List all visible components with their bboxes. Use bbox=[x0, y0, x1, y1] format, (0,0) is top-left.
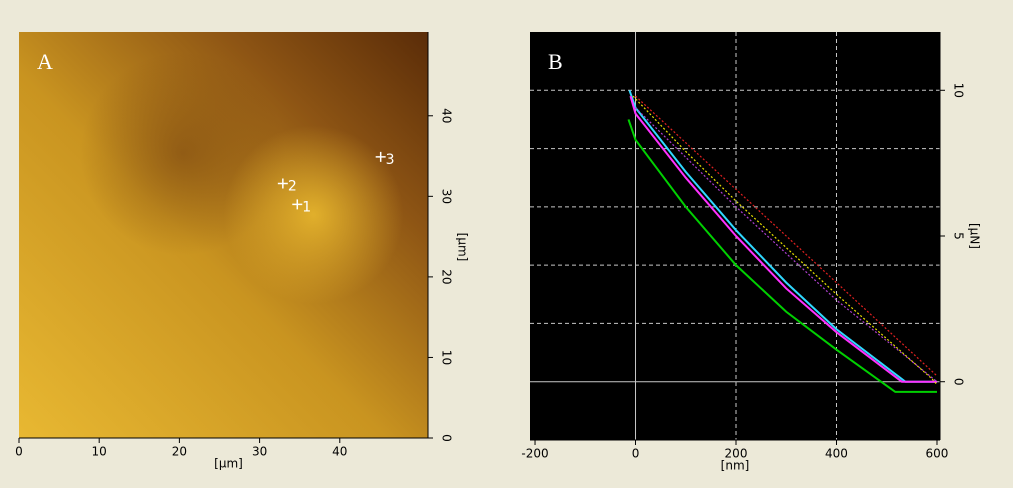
y-axis-label: [µN] bbox=[968, 223, 982, 249]
x-tick-label: 0 bbox=[15, 445, 23, 459]
series-line bbox=[635, 95, 938, 377]
y-tick-label: 5 bbox=[952, 232, 966, 240]
marker-label: 3 bbox=[386, 152, 395, 168]
panel-label: B bbox=[548, 49, 563, 74]
x-tick-label: -200 bbox=[521, 447, 548, 461]
marker-label: 2 bbox=[288, 178, 297, 194]
x-tick-label: 10 bbox=[92, 445, 107, 459]
x-tick-label: 0 bbox=[632, 447, 640, 461]
y-tick-label: 40 bbox=[440, 108, 454, 123]
series-line bbox=[635, 107, 938, 383]
series-line bbox=[632, 95, 938, 386]
afm-highlight bbox=[19, 32, 428, 438]
marker bbox=[277, 178, 288, 189]
series-line bbox=[627, 119, 937, 393]
panel-label: A bbox=[37, 49, 53, 74]
marker bbox=[292, 199, 303, 210]
x-axis-label: [µm] bbox=[214, 457, 243, 471]
y-tick-label: 20 bbox=[440, 269, 454, 284]
y-tick-label: 0 bbox=[952, 378, 966, 386]
x-tick-label: 400 bbox=[825, 447, 848, 461]
y-tick-label: 10 bbox=[952, 83, 966, 98]
series-line bbox=[629, 95, 937, 383]
x-tick-label: 20 bbox=[172, 445, 187, 459]
y-tick-label: 30 bbox=[440, 189, 454, 204]
x-tick-label: 30 bbox=[252, 445, 267, 459]
x-tick-label: 600 bbox=[926, 447, 949, 461]
marker bbox=[375, 151, 386, 162]
x-tick-label: 200 bbox=[725, 447, 748, 461]
marker-label: 1 bbox=[302, 199, 311, 215]
x-tick-label: 40 bbox=[332, 445, 347, 459]
y-tick-label: 0 bbox=[440, 434, 454, 442]
x-axis-label: [nm] bbox=[721, 459, 750, 473]
series-line bbox=[628, 89, 937, 383]
y-tick-label: 10 bbox=[440, 350, 454, 365]
y-axis-label: [µm] bbox=[456, 233, 470, 262]
